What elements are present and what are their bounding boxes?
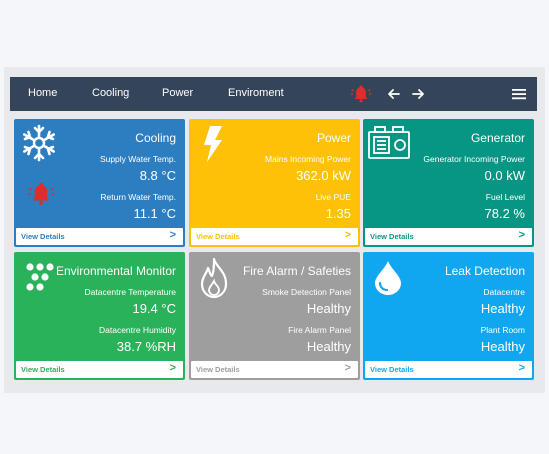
alarm-bell-icon[interactable] <box>351 84 371 104</box>
power-title: Power <box>316 131 351 145</box>
power-value2: 1.35 <box>325 206 351 221</box>
generator-label1: Generator Incoming Power <box>423 154 525 164</box>
environmental-chevron-right-icon: > <box>169 362 176 374</box>
environmental-view-details-label: View Details <box>21 365 65 374</box>
fire-chevron-right-icon: > <box>344 362 351 374</box>
leak-value2: Healthy <box>480 339 525 354</box>
fire-card: Fire Alarm / Safeties Smoke Detection Pa… <box>189 252 360 380</box>
fire-label2: Fire Alarm Panel <box>288 325 351 335</box>
dots-grid-icon <box>24 262 56 297</box>
arrow-right-icon[interactable] <box>408 84 428 104</box>
nav-power[interactable]: Power <box>162 87 194 99</box>
leak-label1: Datacentre <box>483 287 525 297</box>
fire-value1: Healthy <box>306 301 351 316</box>
cooling-view-details-label: View Details <box>21 232 65 241</box>
fire-view-details-label: View Details <box>196 365 240 374</box>
nav-cooling[interactable]: Cooling <box>92 87 130 99</box>
arrow-left-icon[interactable] <box>384 84 404 104</box>
top-navbar: Home Cooling Power Enviroment <box>10 77 537 111</box>
generator-label2: Fuel Level <box>485 192 525 202</box>
cooling-title: Cooling <box>135 131 176 145</box>
cooling-card: Cooling Supply Water Temp. 8.8 °C Return… <box>14 119 185 247</box>
water-drop-icon <box>373 260 403 301</box>
fire-view-details[interactable]: View Details > <box>191 361 358 378</box>
hamburger-menu-icon[interactable] <box>509 84 529 104</box>
fire-value2: Healthy <box>306 339 351 354</box>
nav-home[interactable]: Home <box>28 87 58 99</box>
cooling-value2: 11.1 °C <box>133 206 176 221</box>
power-card: Power Mains Incoming Power 362.0 kW Live… <box>189 119 360 247</box>
environmental-value1: 19.4 °C <box>132 301 176 316</box>
generator-card: Generator Generator Incoming Power 0.0 k… <box>363 119 534 247</box>
environmental-label1: Datacentre Temperature <box>84 287 176 297</box>
cooling-label1: Supply Water Temp. <box>99 154 176 164</box>
generator-chevron-right-icon: > <box>518 229 525 241</box>
generator-view-details[interactable]: View Details > <box>365 228 532 245</box>
power-view-details-label: View Details <box>196 232 240 241</box>
generator-value2: 78.2 % <box>484 206 525 221</box>
leak-value1: Healthy <box>480 301 525 316</box>
cooling-chevron-right-icon: > <box>169 229 176 241</box>
generator-icon <box>367 125 411 166</box>
cooling-alarm-bell-icon <box>28 181 54 212</box>
environmental-view-details[interactable]: View Details > <box>16 361 183 378</box>
environmental-value2: 38.7 %RH <box>116 339 176 354</box>
lightning-bolt-icon <box>202 125 224 168</box>
leak-title: Leak Detection <box>444 264 525 278</box>
leak-card: Leak Detection Datacentre Healthy Plant … <box>363 252 534 380</box>
power-label1: Mains Incoming Power <box>265 154 351 164</box>
fire-title: Fire Alarm / Safeties <box>242 264 351 278</box>
flame-icon <box>198 257 230 304</box>
fire-label1: Smoke Detection Panel <box>262 287 351 297</box>
snowflake-icon <box>20 124 58 167</box>
leak-view-details[interactable]: View Details > <box>365 361 532 378</box>
generator-value1: 0.0 kW <box>484 168 525 183</box>
environmental-label2: Datacentre Humidity <box>98 325 176 335</box>
environmental-title: Environmental Monitor <box>55 264 176 278</box>
power-value1: 362.0 kW <box>296 168 351 183</box>
leak-chevron-right-icon: > <box>518 362 525 374</box>
generator-view-details-label: View Details <box>370 232 414 241</box>
cooling-view-details[interactable]: View Details > <box>16 228 183 245</box>
nav-enviroment[interactable]: Enviroment <box>228 87 284 99</box>
power-chevron-right-icon: > <box>344 229 351 241</box>
power-view-details[interactable]: View Details > <box>191 228 358 245</box>
cooling-value1: 8.8 °C <box>139 168 176 183</box>
environmental-card: Environmental Monitor Datacentre Tempera… <box>14 252 185 380</box>
leak-view-details-label: View Details <box>370 365 414 374</box>
power-label2: Live PUE <box>315 192 351 202</box>
cooling-label2: Return Water Temp. <box>100 192 176 202</box>
generator-title: Generator <box>470 131 525 145</box>
leak-label2: Plant Room <box>480 325 525 335</box>
